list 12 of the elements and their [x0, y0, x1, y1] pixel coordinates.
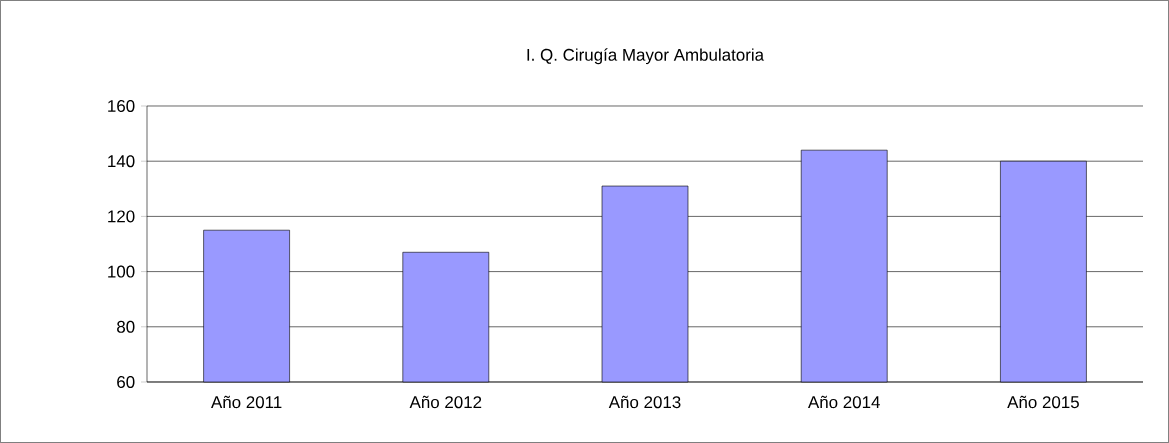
x-tick-label: Año 2015 [1007, 395, 1079, 409]
y-tick-label: 160 [108, 100, 135, 112]
y-tick-label: 140 [108, 155, 135, 168]
y-tick-label: 80 [117, 320, 135, 333]
y-tick-label: 60 [117, 376, 135, 388]
x-tick-label: Año 2013 [608, 395, 681, 409]
x-tick-label: Año 2011 [211, 395, 282, 409]
x-tick-label: Año 2014 [807, 395, 880, 409]
y-tick-label: 120 [108, 210, 135, 223]
x-tick-label: Año 2012 [409, 395, 482, 409]
y-tick-label: 100 [108, 265, 135, 278]
chart-title: I. Q. Cirugía Mayor Ambulatoria [527, 48, 765, 65]
